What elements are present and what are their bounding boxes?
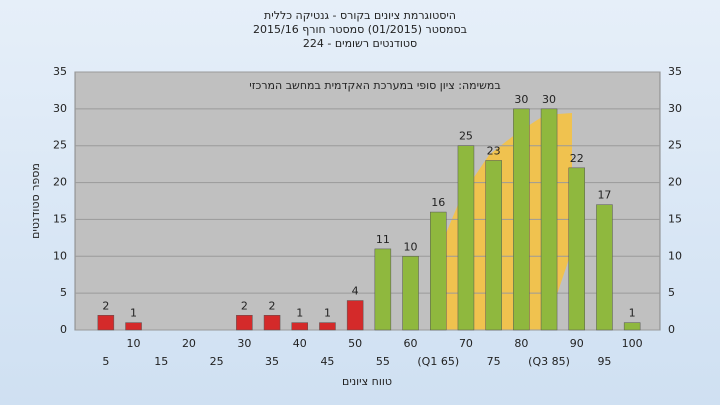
y-tick-label: 25 (53, 139, 67, 152)
x-tick-label: (Q1 65) (417, 355, 459, 368)
value-label: 25 (459, 130, 473, 143)
y2-tick-label: 30 (668, 102, 682, 115)
value-label: 1 (130, 307, 137, 320)
y-tick-label: 20 (53, 176, 67, 189)
bar (623, 322, 641, 331)
bar (430, 211, 447, 331)
annotation: במשימה: ציון סופי במערכת האקדמית במחשב ה… (249, 79, 500, 92)
bar (346, 300, 364, 331)
x-tick-label: 90 (570, 337, 584, 350)
x-tick-label: 55 (376, 355, 390, 368)
title-line: היסטוגרמת ציונים בקורס - גנטיקה כללית (264, 9, 456, 22)
bar (374, 248, 392, 331)
value-label: 22 (570, 152, 584, 165)
y-tick-label: 35 (53, 65, 67, 78)
x-axis-label: טווח ציונים (342, 375, 392, 388)
x-tick-label: 60 (404, 337, 418, 350)
x-tick-label: 20 (182, 337, 196, 350)
bar (568, 167, 585, 331)
bar (125, 322, 142, 331)
y-axis-label: מספר סטודנטים (29, 163, 42, 239)
value-label: 1 (324, 307, 331, 320)
bar (596, 204, 613, 331)
x-tick-label: 25 (210, 355, 224, 368)
y2-tick-label: 35 (668, 65, 682, 78)
x-tick-label: 100 (622, 337, 643, 350)
value-label: 23 (487, 144, 501, 157)
x-tick-label: 5 (102, 355, 109, 368)
value-label: 4 (352, 285, 359, 298)
title-line: סטודנטים רשומים - 224 (303, 37, 417, 50)
bar (97, 315, 115, 331)
y2-tick-label: 0 (668, 323, 675, 336)
value-label: 30 (514, 93, 528, 106)
x-tick-label: 45 (320, 355, 334, 368)
bar (513, 108, 530, 331)
bar (457, 145, 475, 331)
value-label: 10 (404, 240, 418, 253)
x-tick-label: 75 (487, 355, 501, 368)
value-label: 17 (597, 189, 611, 202)
value-label: 30 (542, 93, 556, 106)
bar (291, 322, 308, 331)
y2-tick-label: 20 (668, 176, 682, 189)
value-label: 1 (296, 307, 303, 320)
x-tick-label: 15 (154, 355, 168, 368)
y-tick-label: 15 (53, 212, 67, 225)
y2-tick-label: 5 (668, 286, 675, 299)
x-tick-label: 10 (127, 337, 141, 350)
value-label: 11 (376, 233, 390, 246)
title-line: בסמסטר (01/2015) סמסטר חורף 2015/16 (253, 23, 467, 36)
bar (319, 322, 336, 331)
x-tick-label: (Q3 85) (528, 355, 570, 368)
x-tick-label: 40 (293, 337, 307, 350)
y-tick-label: 10 (53, 249, 67, 262)
x-tick-label: 50 (348, 337, 362, 350)
bar (485, 160, 502, 331)
x-tick-label: 70 (459, 337, 473, 350)
x-tick-label: 35 (265, 355, 279, 368)
x-tick-label: 95 (597, 355, 611, 368)
value-label: 16 (431, 196, 445, 209)
x-tick-label: 30 (237, 337, 251, 350)
bar (402, 256, 419, 331)
bar (540, 108, 558, 331)
y2-tick-label: 15 (668, 212, 682, 225)
value-label: 1 (629, 307, 636, 320)
value-label: 2 (269, 299, 276, 312)
y-tick-label: 5 (60, 286, 67, 299)
y2-tick-label: 10 (668, 249, 682, 262)
bar (236, 315, 253, 331)
value-label: 2 (102, 299, 109, 312)
x-tick-label: 80 (514, 337, 528, 350)
y-tick-label: 30 (53, 102, 67, 115)
value-label: 2 (241, 299, 248, 312)
y2-tick-label: 25 (668, 139, 682, 152)
bar (263, 315, 281, 331)
y-tick-label: 0 (60, 323, 67, 336)
